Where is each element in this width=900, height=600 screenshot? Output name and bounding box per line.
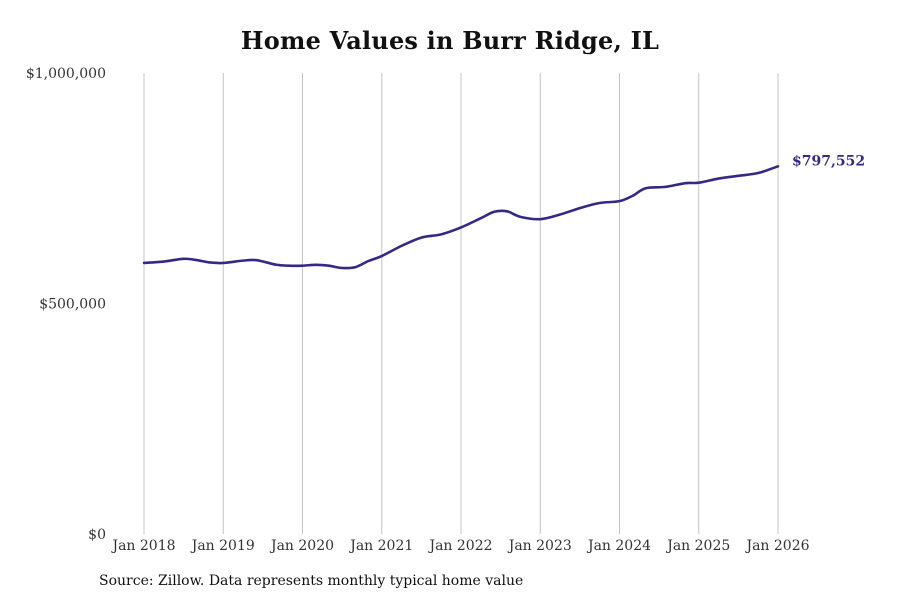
x-tick-label: Jan 2019 [190, 538, 255, 554]
x-tick-label: Jan 2025 [665, 538, 730, 554]
gridlines [143, 73, 779, 534]
x-axis-tick-labels: Jan 2018 Jan 2019 Jan 2020 Jan 2021 Jan 2022… [110, 538, 809, 554]
series-line [142, 165, 780, 270]
annotation-layer: $797,552 [792, 153, 865, 169]
x-tick-label: Jan 2026 [744, 538, 809, 554]
y-tick-label: $500,000 [39, 297, 106, 313]
y-tick-label: $0 [88, 527, 106, 543]
y-axis-tick-labels: $1,000,000 $500,000 $0 [26, 66, 106, 543]
x-tick-label: Jan 2023 [507, 538, 572, 554]
x-tick-label: Jan 2018 [110, 538, 175, 554]
chart-title: Home Values in Burr Ridge, IL [240, 26, 660, 55]
x-tick-label: Jan 2024 [586, 538, 651, 554]
x-tick-label: Jan 2022 [427, 538, 492, 554]
series-layer [142, 165, 780, 270]
end-value-label: $797,552 [792, 153, 865, 169]
x-tick-label: Jan 2021 [348, 538, 413, 554]
y-tick-label: $1,000,000 [26, 66, 106, 82]
x-tick-label: Jan 2020 [269, 538, 334, 554]
source-note: Source: Zillow. Data represents monthly … [99, 573, 524, 589]
